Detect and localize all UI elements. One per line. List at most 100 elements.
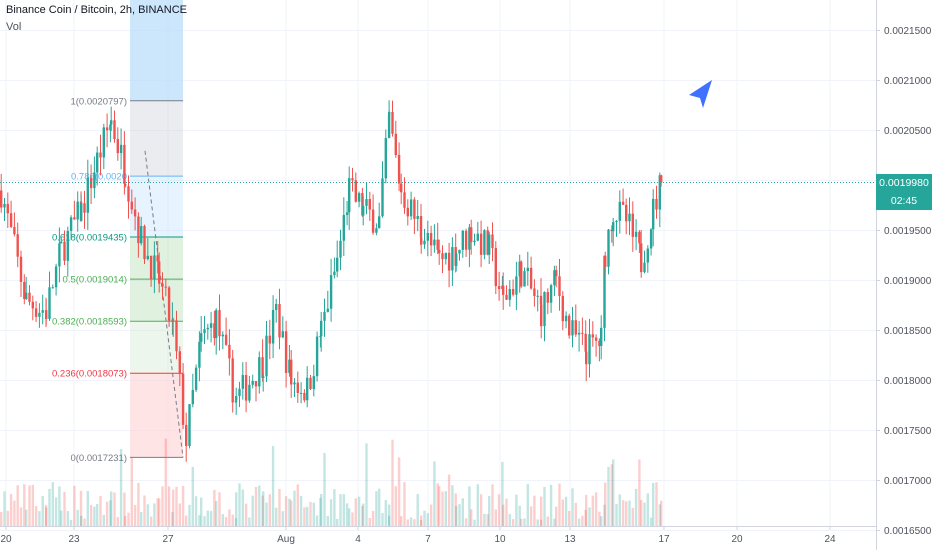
candle-body — [83, 203, 86, 213]
candle-body — [419, 216, 423, 238]
candle-body — [351, 178, 354, 181]
volume-bar — [235, 492, 238, 526]
candle-body — [594, 337, 598, 341]
candle-body — [585, 351, 588, 365]
volume-bar — [293, 490, 296, 526]
volume-bar — [381, 513, 384, 526]
volume-bar — [658, 504, 661, 526]
volume-bar — [178, 503, 181, 526]
candle-body — [455, 253, 458, 266]
volume-bar — [76, 509, 79, 526]
volume-bar — [553, 518, 556, 526]
candle-body — [133, 209, 137, 217]
volume-bar — [464, 518, 468, 526]
price-axis[interactable]: 0.00215000.00210000.00205000.00200000.00… — [876, 0, 932, 550]
volume-bar — [213, 489, 216, 526]
candle-body — [127, 186, 130, 202]
candle-body — [218, 310, 221, 337]
candle-body — [384, 138, 387, 179]
volume-bar — [130, 457, 133, 526]
candle-body — [96, 152, 99, 173]
volume-bar — [357, 496, 361, 526]
fib-zone — [130, 279, 183, 322]
volume-bar — [455, 505, 458, 526]
volume-bar — [549, 484, 553, 526]
volume-bar — [646, 493, 649, 526]
candle-body — [652, 198, 655, 230]
candle-body — [438, 249, 441, 254]
candle-body — [571, 320, 574, 336]
candle-body — [584, 333, 587, 352]
volume-bar — [413, 519, 416, 526]
volume-bar — [299, 495, 303, 526]
volume-bar — [588, 507, 591, 526]
candle-body — [31, 301, 34, 309]
volume-bar — [38, 511, 41, 526]
price-tick-label: 0.0016500 — [884, 526, 932, 537]
candle-body — [511, 289, 515, 295]
time-tick-label: 20 — [731, 534, 743, 545]
volume-bar — [610, 464, 613, 526]
time-axis[interactable]: 20 23 27 Aug 4 7 10 13 17 20 24 — [0, 526, 876, 545]
volume-bar — [51, 482, 54, 526]
candle-body — [158, 261, 161, 284]
volume-bar — [564, 496, 568, 526]
price-tick-label: 0.0021500 — [884, 26, 932, 37]
candle-body — [25, 292, 28, 300]
volume-bar — [615, 503, 618, 526]
candle-body — [416, 216, 419, 220]
candle-body — [231, 358, 234, 403]
volume-bar — [621, 500, 625, 526]
volume-bar — [124, 515, 127, 526]
volume-bar — [231, 514, 234, 526]
volume-bar — [594, 492, 598, 526]
candle-body — [271, 309, 275, 344]
volume-bar — [241, 489, 244, 526]
volume-bar — [351, 512, 354, 526]
candle-body — [615, 220, 618, 223]
volume-bar — [540, 496, 543, 526]
volume-bar — [167, 486, 171, 526]
volume-label[interactable]: Vol — [6, 21, 22, 33]
candle-body — [649, 229, 653, 249]
volume-bar — [312, 502, 315, 526]
volume-bar — [288, 498, 291, 526]
candle-body — [333, 271, 336, 276]
volume-bar — [476, 484, 479, 526]
candle-body — [628, 213, 631, 222]
volume-bar — [618, 494, 621, 526]
volume-bar — [69, 519, 73, 526]
volume-bar — [479, 494, 483, 526]
candle-body — [200, 333, 203, 342]
volume-bar — [600, 516, 603, 526]
volume-bar — [394, 486, 397, 526]
fibonacci-retracement[interactable]: 1(0.0020797) 0.786(0.0020 0.618(0.0019435)… — [52, 0, 184, 464]
volume-bar — [215, 500, 218, 526]
candle-body — [497, 286, 501, 290]
volume-bar — [209, 510, 213, 526]
candle-body — [156, 255, 159, 262]
volume-bar — [365, 443, 368, 526]
candle-body — [320, 320, 323, 337]
candle-body — [303, 392, 306, 401]
candle-body — [167, 287, 171, 321]
candle-body — [258, 357, 261, 387]
candle-body — [581, 332, 584, 334]
candle-body — [124, 183, 127, 187]
candle-body — [345, 212, 349, 215]
symbol-title[interactable]: Binance Coin / Bitcoin, 2h, BINANCE — [6, 4, 187, 16]
candle-body — [540, 304, 543, 327]
candle-body — [561, 296, 564, 322]
volume-bar — [238, 483, 241, 526]
volume-bar — [262, 491, 265, 526]
time-tick-label: 27 — [162, 534, 174, 545]
candle-body — [436, 239, 439, 250]
volume-bar — [251, 495, 254, 526]
volume-bar — [384, 500, 387, 526]
volume-bar — [206, 510, 209, 526]
candle-body — [394, 133, 397, 155]
candle-body — [643, 262, 646, 273]
candle-body — [69, 217, 73, 231]
volume-bar — [16, 485, 19, 526]
